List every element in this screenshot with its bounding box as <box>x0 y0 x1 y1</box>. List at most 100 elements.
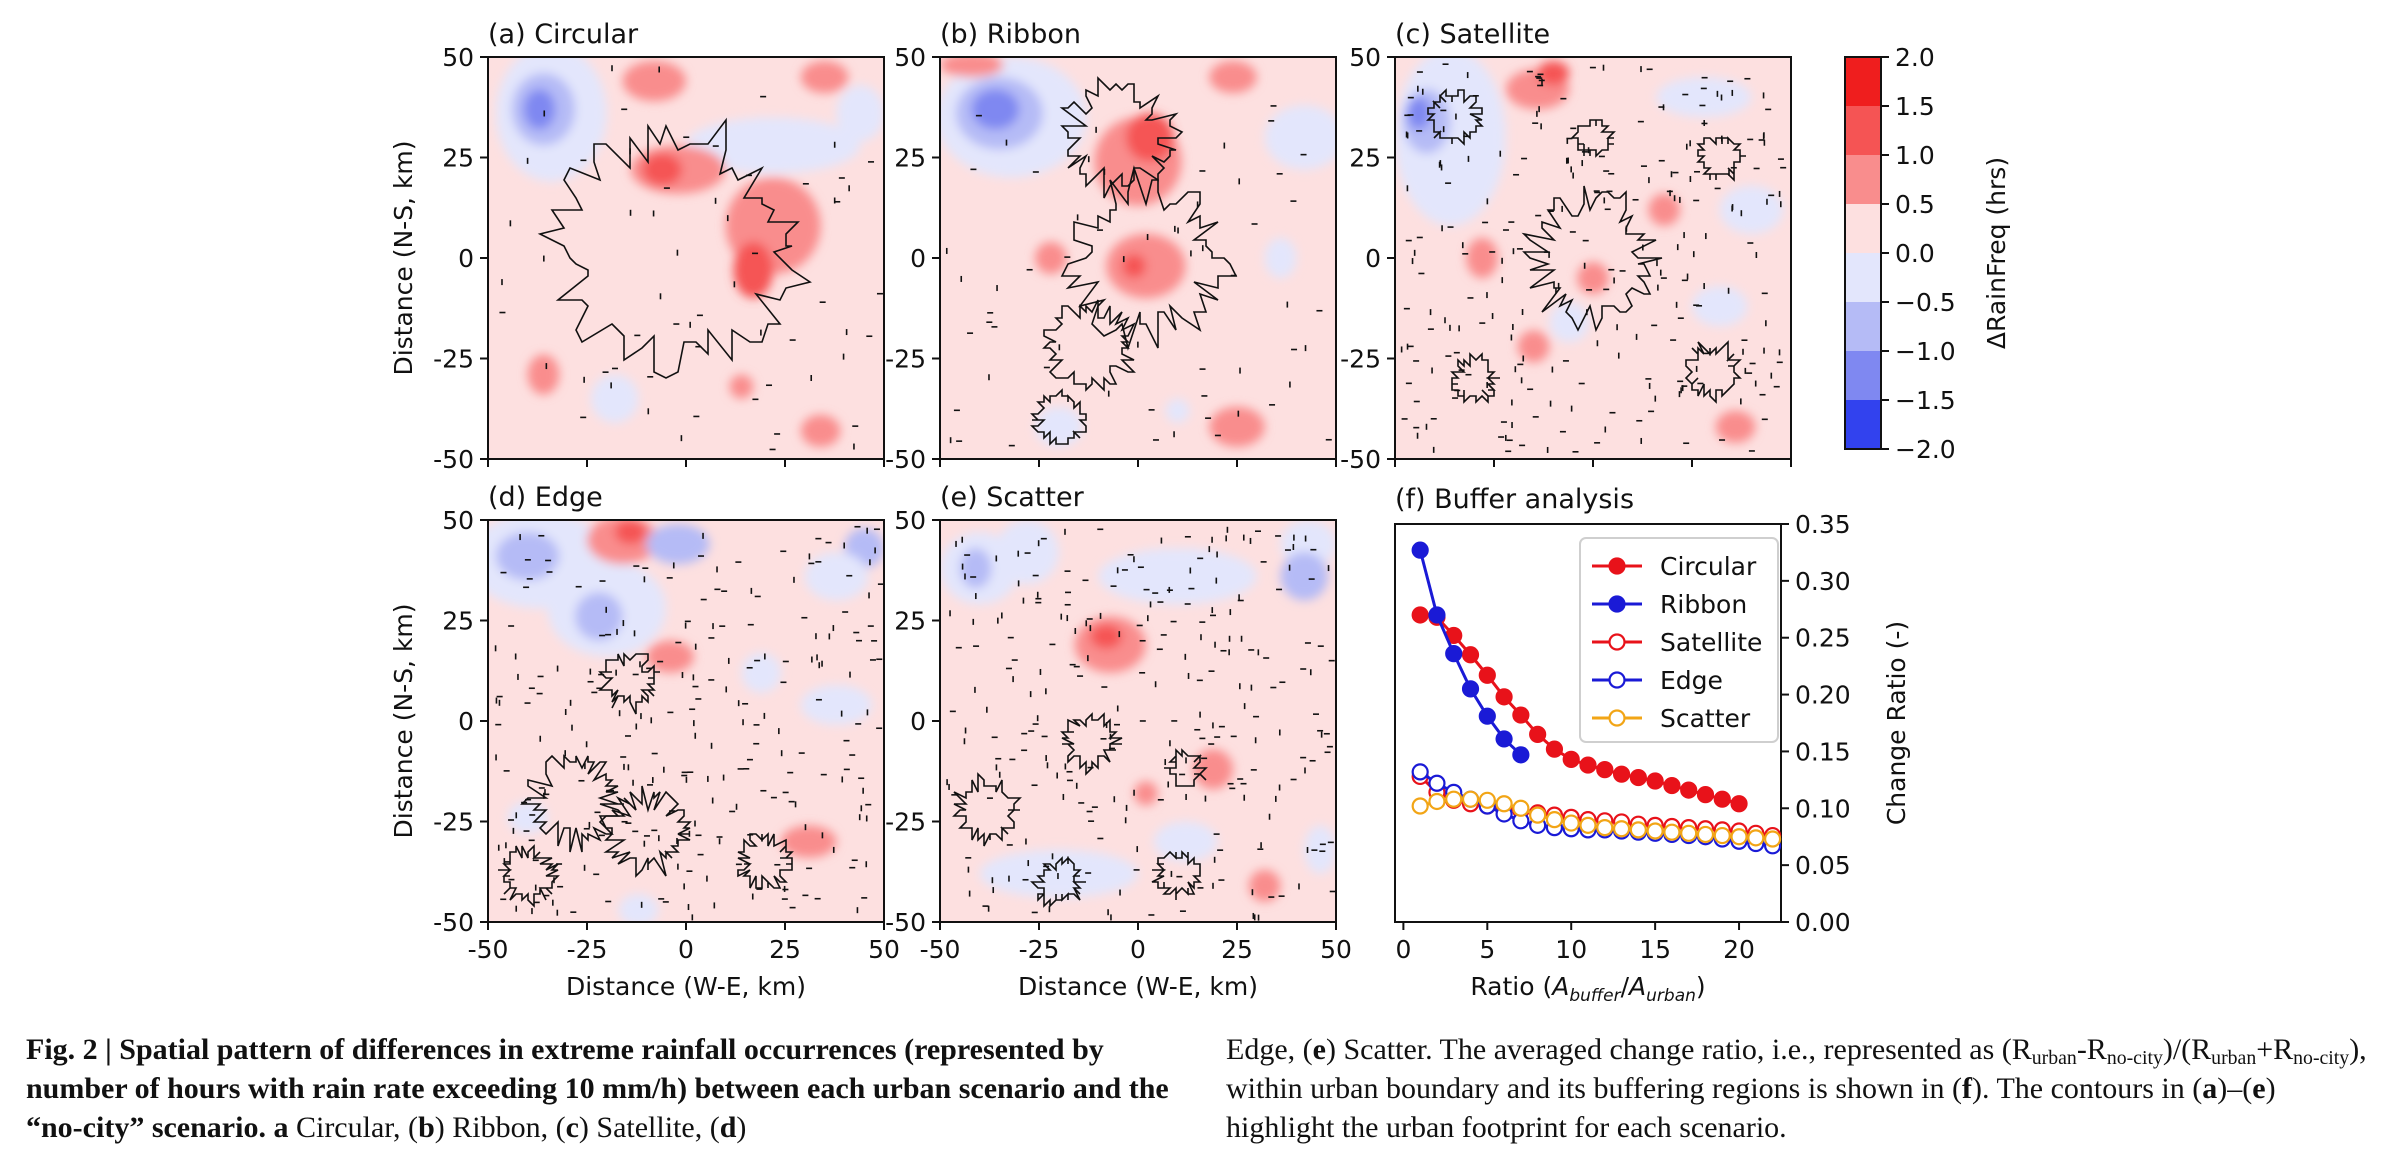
data-point-scatter <box>1713 826 1731 845</box>
anomaly-blob <box>646 524 710 565</box>
data-point-scatter <box>1730 828 1748 846</box>
urban-contour-path <box>537 117 812 379</box>
y-axis-label: Distance (N-S, km) <box>389 603 418 838</box>
urban-contour-path <box>1060 165 1238 351</box>
anomaly-blob <box>781 825 837 858</box>
anomaly-blob <box>804 552 869 601</box>
data-point-circular <box>1730 795 1748 813</box>
urban-contour-path <box>1521 185 1663 333</box>
data-point-circular <box>1478 666 1496 684</box>
anomaly-blob <box>733 241 774 299</box>
chart-title: (f) Buffer analysis <box>1395 484 1634 515</box>
data-point-scatter <box>1411 797 1429 815</box>
anomaly-blob <box>800 61 849 94</box>
figure-caption-left: Fig. 2 | Spatial pattern of differences … <box>26 1033 1169 1144</box>
urban-footprint-contour <box>499 65 883 451</box>
chart-x-tick-label: 0 <box>1395 935 1411 964</box>
colorbar-segment <box>1845 106 1881 156</box>
anomaly-blob <box>1537 61 1570 86</box>
x-tick-label: 50 <box>868 935 900 964</box>
urban-contour-path <box>498 844 560 908</box>
anomaly-blob <box>1134 781 1158 806</box>
anomaly-blob <box>1209 61 1257 94</box>
legend-marker <box>1608 671 1626 689</box>
anomaly-blob <box>1517 330 1550 363</box>
data-point-scatter <box>1428 792 1446 811</box>
data-point-circular <box>1562 750 1580 768</box>
chart-y-tick-label: 0.15 <box>1795 737 1851 766</box>
anomaly-blob <box>646 640 694 673</box>
y-tick-label: 50 <box>894 43 926 72</box>
colorbar-label: ΔRainFreq (hrs) <box>1982 157 2011 349</box>
anomaly-blob <box>1126 113 1174 162</box>
legend-label-ribbon: Ribbon <box>1660 590 1747 619</box>
colorbar-segment <box>1845 302 1881 352</box>
anomaly-blob <box>1692 286 1748 327</box>
data-point-scatter <box>1680 824 1698 842</box>
map-panel-1: (a) Circular -50 -25 0 25 50 Distance (N-S, km… <box>389 19 885 474</box>
legend-label-edge: Edge <box>1660 666 1723 695</box>
anomaly-blob <box>1280 552 1329 601</box>
chart-x-tick-label: 5 <box>1479 935 1495 964</box>
colorbar-tick-label: 0.0 <box>1895 239 1935 268</box>
anomaly-blob <box>590 374 639 423</box>
urban-contour-path <box>1030 388 1087 446</box>
y-tick-label: 25 <box>894 607 926 636</box>
y-tick-label: -25 <box>885 808 926 837</box>
urban-contour-path <box>1151 850 1202 900</box>
y-tick-label: 25 <box>442 607 474 636</box>
data-point-scatter <box>1529 806 1547 824</box>
anomaly-blob <box>1122 253 1146 279</box>
series-circular <box>1411 606 1748 813</box>
map-panel-2: (b) Ribbon -50 -25 0 25 50 <box>885 19 1337 474</box>
data-point-circular <box>1596 761 1614 779</box>
data-point-edge <box>1428 774 1446 792</box>
anomaly-blob <box>940 57 1004 78</box>
caption-title: Fig. 2 | Spatial pattern of differences … <box>26 1033 1169 1144</box>
chart-x-axis-label: Ratio (Abuffer/Aurban) <box>1470 972 1705 1006</box>
legend-box <box>1579 537 1779 743</box>
urban-contour-path <box>1570 119 1616 158</box>
data-point-ribbon <box>1495 730 1513 748</box>
anomaly-blob <box>1035 406 1083 447</box>
anomaly-field <box>495 57 884 447</box>
colorbar: 2.0 1.5 1.0 0.5 0.0 −0.5 −1.0 −1.5 −2.0 ΔRainFreq… <box>1844 43 2011 464</box>
data-point-circular <box>1461 646 1480 664</box>
y-tick-label: 25 <box>442 144 474 173</box>
series-ribbon <box>1411 541 1530 764</box>
series-scatter <box>1411 790 1782 848</box>
x-axis-label: Distance (W-E, km) <box>566 972 806 1001</box>
legend-marker <box>1608 709 1626 727</box>
colorbar-tick-label: −0.5 <box>1895 288 1956 317</box>
y-tick-label: -50 <box>885 445 926 474</box>
urban-footprint-contour <box>494 525 884 921</box>
data-point-scatter <box>1545 811 1564 829</box>
data-point-circular <box>1680 781 1698 799</box>
data-point-edge <box>1411 763 1429 781</box>
x-label-part: ) <box>1696 972 1706 1001</box>
anomaly-blob <box>1035 241 1067 275</box>
urban-contour-path <box>520 754 626 853</box>
anomaly-blob <box>622 61 686 102</box>
anomaly-blob <box>1264 105 1336 170</box>
map-panel-4: (d) Edge -50 -25 0 25 50 -50 -25 0 25 50 Distance (… <box>389 482 900 1001</box>
data-point-scatter <box>1696 825 1715 844</box>
data-point-scatter <box>1612 820 1631 838</box>
y-axis-label: Distance (N-S, km) <box>389 140 418 375</box>
colorbar-segment <box>1845 155 1881 205</box>
data-point-circular <box>1612 765 1631 783</box>
anomaly-field <box>1395 57 1784 443</box>
anomaly-blob <box>800 414 841 447</box>
anomaly-blob <box>729 374 754 399</box>
anomaly-field <box>940 520 1336 902</box>
x-label-part: urban <box>1646 986 1696 1006</box>
colorbar-tick-label: −2.0 <box>1895 435 1956 464</box>
urban-contour-path <box>952 772 1022 847</box>
colorbar-segment <box>1845 351 1881 401</box>
panel-title-5: (e) Scatter <box>940 482 1085 513</box>
panel-title-3: (c) Satellite <box>1395 19 1550 50</box>
chart-y-tick-label: 0.05 <box>1795 851 1851 880</box>
anomaly-blob <box>1656 77 1752 118</box>
